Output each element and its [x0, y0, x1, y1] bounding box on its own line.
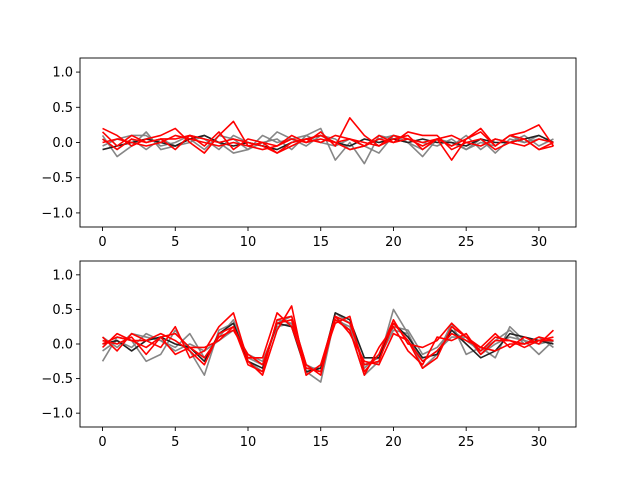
y-tick-label: 0.0 [52, 136, 73, 151]
x-tick-label: 15 [312, 235, 329, 250]
y-tick-label: −1.0 [41, 206, 73, 221]
x-tick-label: 0 [98, 435, 106, 450]
x-tick-label: 10 [240, 235, 257, 250]
x-tick-label: 20 [385, 435, 402, 450]
x-tick-label: 0 [98, 235, 106, 250]
x-tick-label: 20 [385, 235, 402, 250]
x-tick-label: 25 [458, 435, 475, 450]
y-tick-label: −0.5 [41, 372, 73, 387]
y-tick-label: 1.0 [52, 66, 73, 81]
x-tick-label: 5 [171, 435, 179, 450]
subplot-2: 0 5 10 15 20 25 30 1.0 0.5 0.0 −0.5 −1.0 [41, 260, 577, 450]
y-tick-label: 1.0 [52, 268, 73, 283]
series-line-7 [102, 131, 554, 151]
x-tick-label: 15 [312, 435, 329, 450]
x-tick-label: 10 [240, 435, 257, 450]
series-line-8 [101, 131, 554, 154]
series-group [101, 117, 555, 165]
x-tick-label: 30 [531, 435, 548, 450]
series-line-7 [102, 315, 554, 376]
y-tick-label: 0.5 [52, 101, 73, 116]
y-tick-label: −0.5 [41, 171, 73, 186]
subplot-1: 0 5 10 15 20 25 30 1.0 0.5 0.0 −0.5 −1.0 [41, 57, 577, 250]
y-tick-label: −1.0 [41, 407, 73, 422]
x-tick-label: 5 [171, 235, 179, 250]
series-group [101, 305, 555, 383]
x-tick-label: 30 [531, 235, 548, 250]
x-tick-label: 25 [458, 235, 475, 250]
y-tick-label: 0.0 [52, 338, 73, 353]
series-line-8 [102, 315, 554, 376]
y-tick-label: 0.5 [52, 303, 73, 318]
